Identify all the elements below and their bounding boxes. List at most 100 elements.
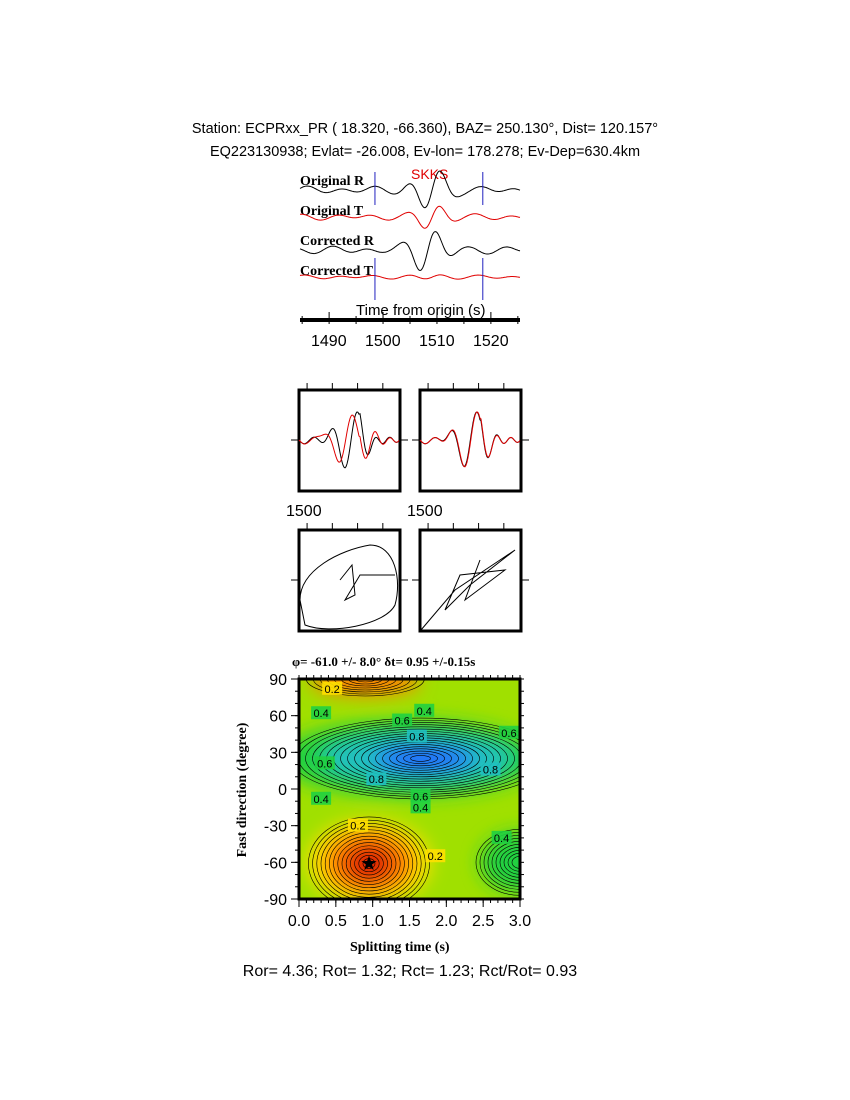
- contour-label: 0.6: [392, 713, 413, 728]
- contour-label-text: 0.8: [409, 731, 424, 743]
- contour-title: φ= -61.0 +/- 8.0° δt= 0.95 +/-0.15s: [292, 654, 476, 669]
- contour-label-text: 0.8: [369, 774, 384, 786]
- contour-line: [475, 829, 520, 896]
- contour-label: 0.4: [491, 830, 512, 845]
- contour-label: 0.4: [311, 791, 332, 806]
- contour-label-bg: [410, 789, 431, 803]
- contour-label-bg: [480, 762, 501, 776]
- contour-line: [345, 845, 393, 882]
- contour-label-bg: [311, 791, 332, 805]
- contour-label: 0.4: [410, 800, 431, 814]
- contour-line: [487, 838, 520, 887]
- phase-label: SKKS: [411, 166, 449, 182]
- contour-line: [503, 850, 520, 875]
- particle-motion-original: [299, 544, 398, 630]
- contour-line: [329, 832, 409, 895]
- x-tick-label: 1.0: [362, 913, 384, 930]
- trace-corrected-r: [299, 231, 521, 272]
- fast-wave-corrected: [419, 411, 521, 468]
- time-tick-1490: 1490: [311, 333, 347, 350]
- contour-label-text: 0.4: [313, 708, 328, 720]
- y-tick-label: 60: [269, 709, 287, 726]
- contour-label: 0.8: [480, 762, 501, 776]
- contour-label-bg: [425, 849, 446, 863]
- contour-label-bg: [392, 713, 413, 727]
- contour-line: [334, 679, 397, 689]
- contour-label-text: 0.6: [394, 716, 409, 728]
- contour-label-text: 0.6: [317, 758, 332, 770]
- trace-original-r: [299, 170, 521, 209]
- time-axis-label: Time from origin (s): [356, 302, 486, 319]
- contour-label-bg: [314, 756, 335, 770]
- contour-label-text: 0.6: [501, 728, 516, 740]
- contour-label: 0.2: [322, 681, 343, 696]
- particle-motion-panel-corrected: [418, 528, 523, 633]
- contour-line: [320, 826, 418, 899]
- contour-label-text: 0.2: [428, 851, 443, 863]
- y-tick-label: 90: [269, 672, 287, 689]
- contour-label-bg: [347, 818, 368, 832]
- contour-label: 0.4: [414, 703, 435, 718]
- contour-label: 0.8: [366, 772, 387, 786]
- station-header: Station: ECPRxx_PR ( 18.320, -66.360), B…: [191, 121, 659, 137]
- contour-line: [507, 853, 520, 872]
- y-tick-label: 30: [269, 745, 287, 762]
- contour-line: [337, 839, 401, 889]
- contour-label: 0.6: [498, 725, 519, 740]
- time-tick-1510: 1510: [419, 333, 455, 350]
- contour-line: [483, 835, 520, 890]
- contour-label-bg: [410, 800, 431, 814]
- x-tick-label: 0.5: [325, 913, 347, 930]
- contour-label-text: 0.4: [413, 802, 428, 814]
- x-tick-label: 3.0: [509, 913, 531, 930]
- footer-stats: Ror= 4.36; Rot= 1.32; Rct= 1.23; Rct/Rot…: [242, 963, 578, 980]
- contour-line: [511, 856, 520, 869]
- trace-label-corrected-r: Corrected R: [300, 234, 374, 249]
- contour-label: 0.6: [314, 756, 335, 770]
- trace-label-corrected-t: Corrected T: [300, 264, 373, 279]
- contour-label-text: 0.4: [494, 833, 509, 845]
- contour-line: [410, 755, 431, 762]
- slow-wave-corrected: [419, 411, 521, 468]
- y-tick-label: -90: [264, 892, 287, 909]
- contour-label-text: 0.2: [350, 821, 365, 833]
- contour-line: [375, 744, 466, 773]
- contour-line: [341, 842, 397, 885]
- contour-label-bg: [406, 729, 427, 743]
- contour-line: [316, 823, 422, 899]
- contour-line: [320, 679, 411, 693]
- contour-line: [358, 855, 380, 873]
- contour-line: [324, 829, 414, 898]
- contour-line: [313, 679, 418, 695]
- contour-label: 0.4: [311, 706, 332, 720]
- contour-line: [327, 679, 404, 691]
- contour-label-text: 0.2: [325, 684, 340, 696]
- event-header: EQ223130938; Evlat= -26.008, Ev-lon= 178…: [209, 144, 641, 160]
- contour-label: 0.2: [347, 818, 368, 833]
- contour-line: [479, 832, 520, 893]
- misfit-blob: [374, 746, 475, 771]
- x-tick-label: 0.0: [288, 913, 310, 930]
- contour-label-text: 0.4: [417, 706, 432, 718]
- y-tick-label: -60: [264, 855, 287, 872]
- contour-label-bg: [366, 772, 387, 786]
- panel-tick-right: 1500: [407, 503, 443, 520]
- contour-label-bg: [414, 703, 435, 717]
- contour-line: [308, 816, 430, 899]
- contour-line: [396, 750, 445, 767]
- contour-line: [350, 848, 388, 879]
- y-axis-label: Fast direction (degree): [235, 722, 250, 858]
- panel-tick-left: 1500: [286, 503, 322, 520]
- best-fit-star-icon: [361, 855, 377, 870]
- x-tick-label: 2.0: [435, 913, 457, 930]
- x-tick-label: 2.5: [472, 913, 494, 930]
- contour-line: [389, 748, 452, 769]
- contour-label: 0.8: [406, 729, 427, 743]
- x-axis-label: Splitting time (s): [350, 940, 450, 955]
- time-tick-1520: 1520: [473, 333, 509, 350]
- contour-line: [403, 752, 438, 764]
- contour-line: [495, 844, 520, 881]
- contour-line: [341, 679, 390, 687]
